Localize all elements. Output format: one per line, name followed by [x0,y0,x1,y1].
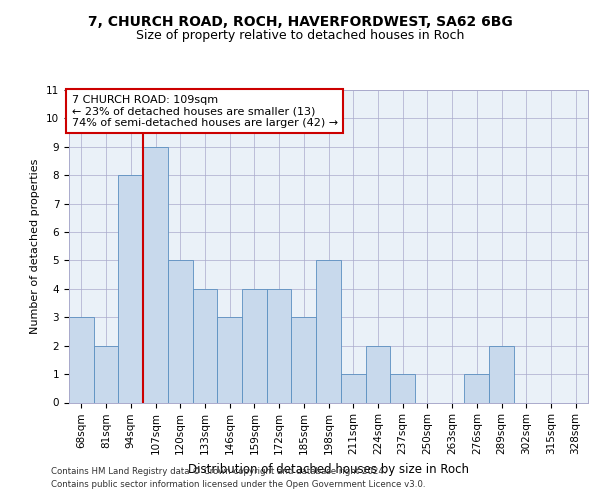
Text: Contains public sector information licensed under the Open Government Licence v3: Contains public sector information licen… [51,480,425,489]
Bar [390,374,415,402]
Text: 7, CHURCH ROAD, ROCH, HAVERFORDWEST, SA62 6BG: 7, CHURCH ROAD, ROCH, HAVERFORDWEST, SA6… [88,15,512,29]
Bar [69,318,94,402]
Text: 7 CHURCH ROAD: 109sqm
← 23% of detached houses are smaller (13)
74% of semi-deta: 7 CHURCH ROAD: 109sqm ← 23% of detached … [71,94,338,128]
Bar [341,374,365,402]
Bar [193,289,217,403]
Bar [316,260,341,402]
Y-axis label: Number of detached properties: Number of detached properties [31,158,40,334]
Bar [267,289,292,403]
X-axis label: Distribution of detached houses by size in Roch: Distribution of detached houses by size … [188,462,469,475]
Bar [242,289,267,403]
Bar [168,260,193,402]
Bar [365,346,390,403]
Bar [94,346,118,403]
Bar [118,175,143,402]
Bar [464,374,489,402]
Text: Size of property relative to detached houses in Roch: Size of property relative to detached ho… [136,28,464,42]
Bar [489,346,514,403]
Bar [217,318,242,402]
Text: Contains HM Land Registry data © Crown copyright and database right 2024.: Contains HM Land Registry data © Crown c… [51,467,386,476]
Bar [292,318,316,402]
Bar [143,147,168,403]
